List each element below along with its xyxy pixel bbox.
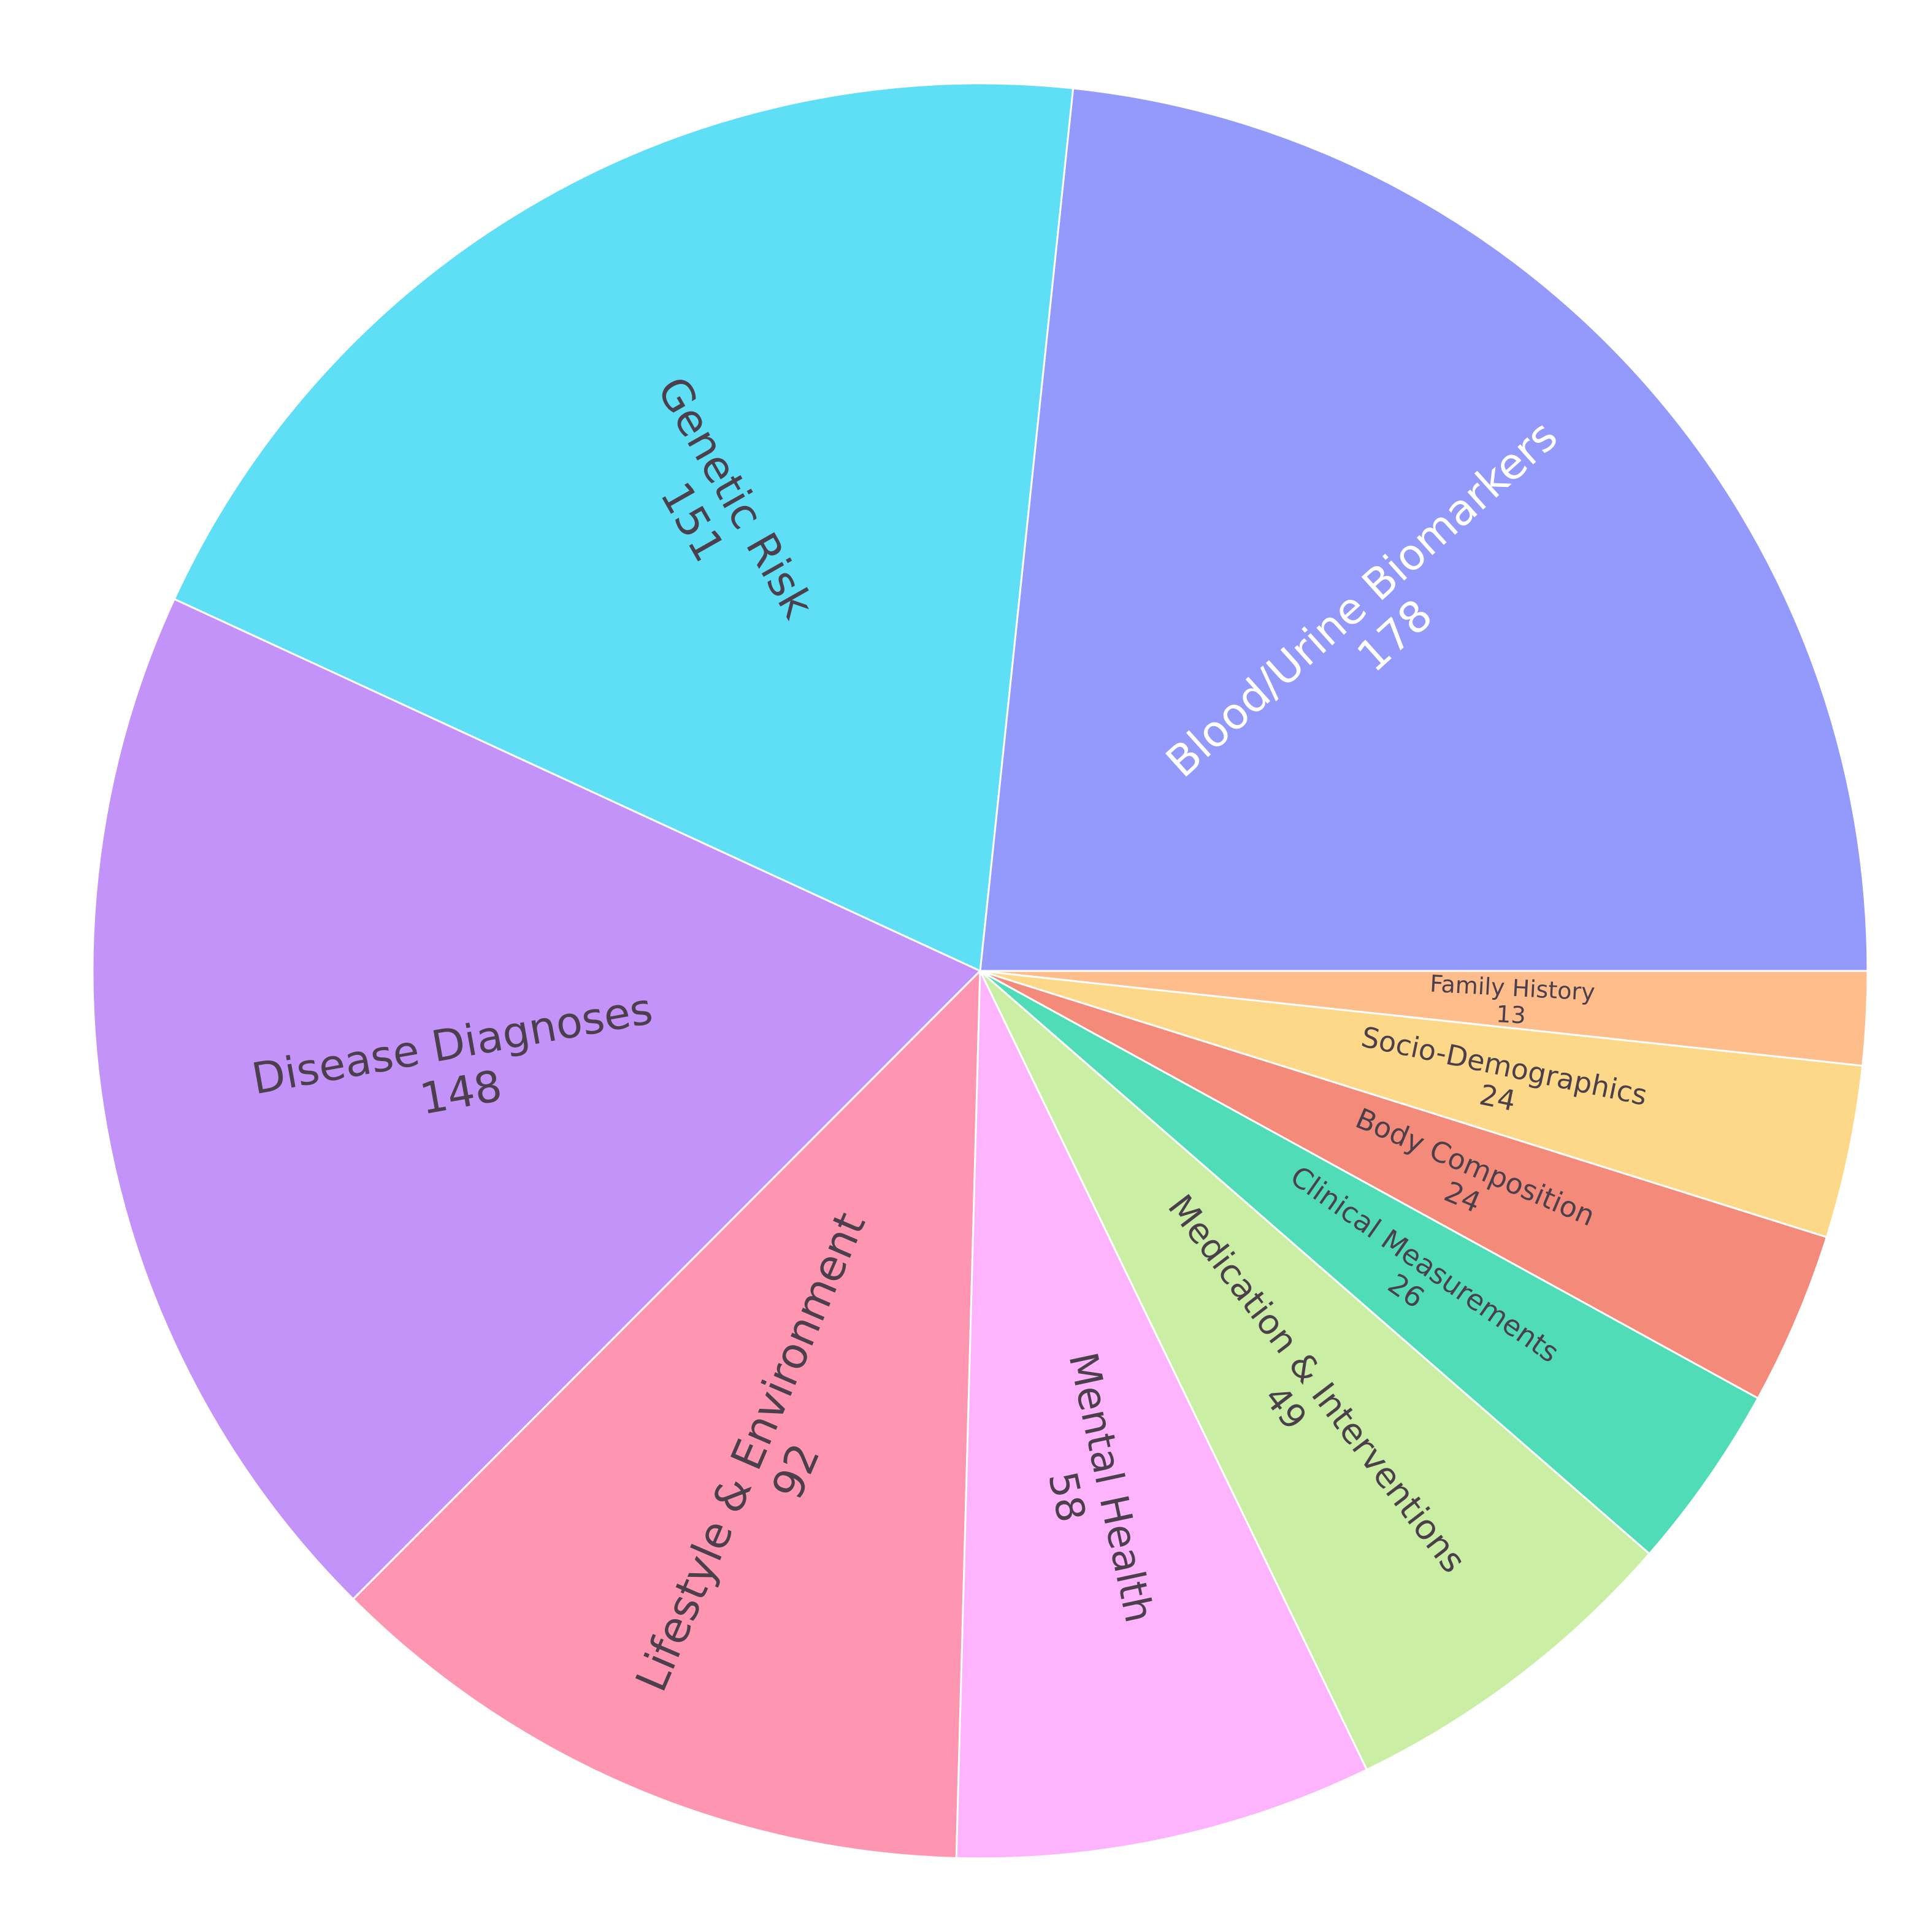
- pie-label-value: 24: [1477, 1078, 1519, 1117]
- pie-slice-socio-demographics: [979, 970, 1864, 1238]
- pie-label-value: 58: [1039, 1468, 1094, 1526]
- pie-slice-family-history: [979, 970, 1869, 1067]
- pie-label-value: 13: [1495, 1000, 1527, 1029]
- pie-slice-lifestyle-environment: [351, 968, 981, 1860]
- pie-slice-genetic-risk: [173, 82, 1075, 973]
- pie-slice-disease-diagnoses: [91, 597, 982, 1601]
- pie-slices: [91, 82, 1869, 1860]
- pie-slice-medication-interventions: [979, 970, 1651, 1771]
- pie-slice-clinical-measurements: [979, 970, 1760, 1555]
- pie-slice-body-composition: [979, 970, 1828, 1400]
- pie-slice-mental-health: [955, 970, 1368, 1860]
- pie-slice-blood-urine-biomarkers: [979, 87, 1869, 972]
